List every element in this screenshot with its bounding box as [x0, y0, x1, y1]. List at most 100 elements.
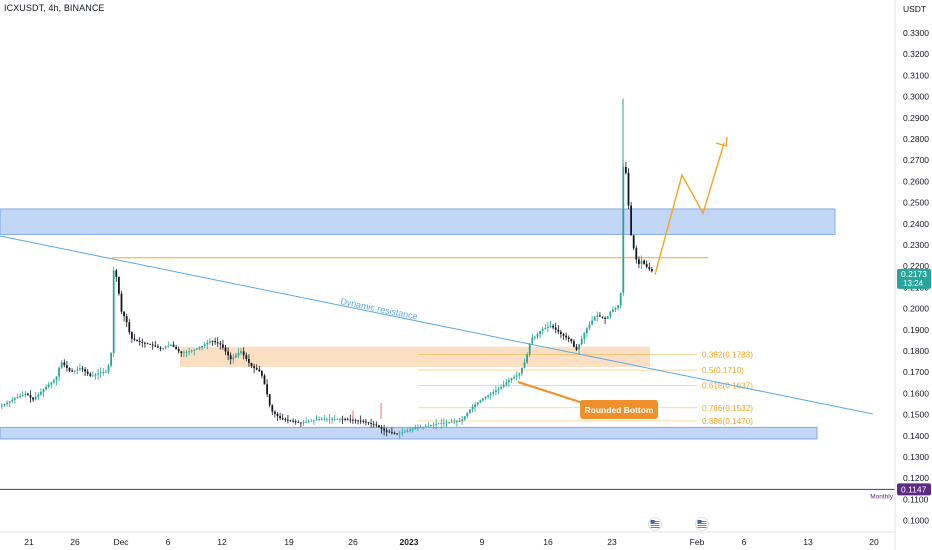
candle-body — [596, 315, 599, 317]
candle-body — [458, 421, 461, 422]
candle-body — [372, 423, 375, 425]
candle-body — [510, 378, 513, 381]
candle-body — [45, 386, 47, 390]
time-tick-label: 26 — [348, 537, 358, 547]
flag-canton-icon — [697, 520, 702, 523]
candle-body — [528, 343, 531, 355]
candle-body — [99, 372, 102, 374]
monthly-level-badge — [897, 483, 931, 496]
candle-body — [471, 406, 474, 410]
zones-layer — [0, 208, 836, 440]
candle-body — [60, 362, 63, 368]
candle-body — [97, 373, 99, 375]
candle-body — [19, 395, 21, 397]
candle-body — [599, 315, 601, 317]
candle-body — [107, 365, 110, 373]
last-price-badge — [897, 268, 931, 289]
candle-body — [443, 422, 445, 424]
price-tick-label: 0.1200 — [903, 473, 929, 483]
candle-body — [175, 346, 177, 350]
candle-body — [86, 371, 89, 374]
candle-body — [341, 418, 344, 420]
lines-layer: 0.382(0.1783) 0.5(0.1710) 0.618(0.1637) 0.7… — [0, 235, 895, 500]
flag-stripe-icon — [650, 521, 660, 522]
price-tick-label: 0.1300 — [903, 452, 929, 462]
candle-body — [573, 341, 575, 347]
time-tick-label: Feb — [690, 537, 705, 547]
fib-label: 0.618(0.1637) — [702, 382, 753, 391]
candle-body — [21, 394, 24, 396]
candle-body — [370, 423, 372, 424]
candle-body — [84, 369, 86, 372]
candle-body — [521, 367, 523, 374]
time-axis[interactable]: 21 26 Dec 6 12 19 26 2023 9 16 23 Feb 6 13 20 — [0, 531, 895, 547]
time-tick-label: 23 — [607, 537, 617, 547]
candle-body — [549, 325, 552, 327]
price-tick-label: 0.2900 — [903, 113, 929, 123]
flag-stripe-icon — [650, 525, 660, 526]
annotation-pointer — [517, 380, 584, 405]
candle-body — [404, 431, 406, 433]
candle-body — [401, 432, 404, 434]
candle-body — [55, 376, 58, 381]
candle-body — [141, 342, 144, 343]
candle-body — [8, 401, 11, 403]
candle-body — [648, 266, 651, 270]
time-tick-label: Dec — [113, 537, 129, 547]
candle-body — [383, 428, 385, 431]
candle-body — [612, 309, 614, 312]
candle-body — [487, 395, 489, 397]
candle-body — [193, 349, 196, 351]
candle-body — [162, 347, 164, 349]
price-axis[interactable]: USDT 0.3300 0.3200 0.3100 0.3000 0.2900 0.2800… — [894, 0, 931, 550]
candle-body — [81, 368, 84, 370]
candle-body — [157, 346, 159, 348]
candle-body — [263, 375, 266, 385]
candle-body — [170, 344, 172, 346]
candle-body — [588, 324, 591, 329]
candle-body — [211, 341, 214, 342]
candle-body — [453, 421, 456, 423]
candle-body — [66, 365, 68, 368]
projection-arrowhead — [715, 136, 728, 147]
annotation-label: Rounded Bottom — [585, 405, 654, 415]
candle-body — [268, 394, 271, 406]
candle-body — [539, 330, 541, 335]
candle-body — [222, 344, 224, 348]
price-tick-label: 0.2500 — [903, 198, 929, 208]
candle-body — [302, 422, 305, 424]
candle-body — [513, 376, 515, 379]
candle-body — [128, 322, 131, 333]
candle-body — [131, 332, 133, 339]
price-tick-label: 0.2200 — [903, 261, 929, 271]
candles-layer[interactable] — [1, 98, 653, 439]
candle-body — [159, 347, 162, 349]
flag-stripe-icon — [697, 525, 707, 526]
candle-body — [323, 418, 326, 420]
candle-body — [495, 390, 497, 392]
candle-body — [435, 424, 437, 425]
candle-body — [419, 427, 422, 429]
candle-body — [385, 430, 388, 432]
candle-body — [609, 311, 612, 317]
candle-body — [71, 370, 73, 372]
candle-body — [164, 346, 167, 348]
price-tick-label: 0.3200 — [903, 49, 929, 59]
candle-body — [32, 397, 34, 400]
candle-body — [359, 420, 362, 422]
annotation-box — [580, 400, 658, 419]
candle-body — [180, 351, 183, 354]
candle-body — [167, 345, 170, 347]
fib-label: 0.886(0.1470) — [702, 417, 753, 426]
candle-body — [63, 362, 66, 366]
candle-body — [313, 420, 315, 422]
candle-body — [297, 421, 300, 423]
candle-body — [578, 344, 580, 350]
candle-body — [591, 320, 593, 325]
price-tick-label: 0.1600 — [903, 388, 929, 398]
candle-body — [575, 346, 578, 350]
candle-body — [643, 260, 645, 264]
candle-body — [271, 405, 274, 412]
candle-body — [560, 331, 562, 335]
